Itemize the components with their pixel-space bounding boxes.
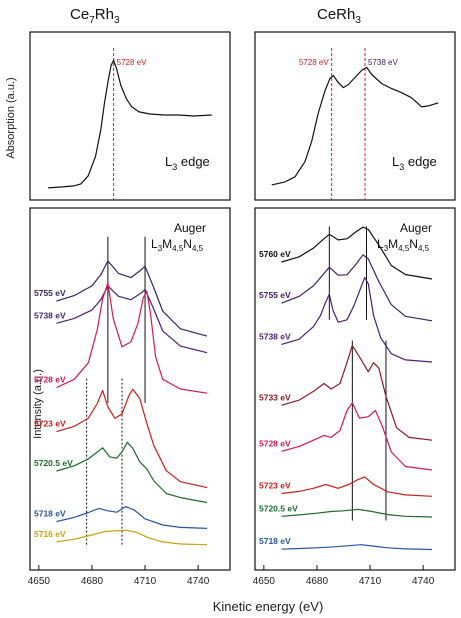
series-label-5755-ev: 5755 eV [259, 290, 291, 300]
annotation-auger-transition-ce7rh3: L3M4,5N4,5 [151, 237, 204, 253]
series-line-5760-ev [281, 226, 433, 280]
series-line-5755-ev [56, 260, 208, 337]
x-tick-label-4650: 4650 [253, 576, 276, 587]
x-tick-label-4680: 4680 [81, 576, 104, 587]
x-tick-label-4710: 4710 [359, 576, 382, 587]
xlabel-kinetic-energy: Kinetic energy (eV) [213, 599, 324, 614]
marker-label-5738-ev: 5738 eV [368, 58, 398, 67]
series-line-5738-ev [281, 277, 433, 363]
panel-frame-ce7rh3-auger [29, 207, 231, 571]
annotation-l3-edge-ce7rh3: L3 edge [165, 154, 210, 172]
x-tick-label-4680: 4680 [306, 576, 329, 587]
series-label-5733-ev: 5733 eV [259, 392, 291, 402]
annotation-auger-transition-cerh3: L3M4,5N4,5 [377, 237, 430, 253]
series-label-5720-5-ev: 5720.5 eV [259, 503, 298, 513]
series-label-5720-5-ev: 5720.5 eV [34, 458, 73, 468]
series-label-5723-ev: 5723 eV [259, 480, 291, 490]
series-label-5718-ev: 5718 eV [34, 509, 66, 519]
panel-frame-cerh3-xas [254, 31, 456, 201]
panel-ce7rh3-auger: 4650 4680 4710 4740 5755 eV 5738 eV 5728 eV 572… [28, 236, 210, 587]
series-label-5760-ev: 5760 eV [259, 249, 291, 259]
annotation-auger-title-ce7rh3: Auger [174, 221, 206, 235]
marker-label-5728-ev: 5728 eV [117, 58, 147, 67]
x-tick-label-4650: 4650 [28, 576, 51, 587]
series-label-5728-ev: 5728 eV [259, 438, 291, 448]
series-label-5716-ev: 5716 eV [34, 529, 66, 539]
annotation-l3-edge-cerh3: L3 edge [392, 154, 437, 172]
ylabel-intensity: Intensity (a.u.) [32, 369, 44, 439]
panel-ce7rh3-xas: 5728 eV [48, 48, 212, 200]
x-tick-label-4740: 4740 [187, 576, 210, 587]
series-line-5723-ev [281, 476, 433, 497]
x-tick-label-4710: 4710 [134, 576, 157, 587]
series-label-5723-ev: 5723 eV [34, 419, 66, 429]
series-label-5728-ev: 5728 eV [34, 375, 66, 385]
series-line-5755-ev [281, 254, 433, 322]
series-label-5738-ev: 5738 eV [34, 310, 66, 320]
marker-label-5728-ev: 5728 eV [299, 58, 329, 67]
series-line-5718-ev [56, 506, 208, 529]
series-label-5755-ev: 5755 eV [34, 288, 66, 298]
series-line-5728-ev [56, 282, 208, 394]
series-label-5738-ev: 5738 eV [259, 331, 291, 341]
series-label-5718-ev: 5718 eV [259, 536, 291, 546]
series-line-5728-ev [281, 402, 433, 471]
series-line-5738-ev [56, 285, 208, 354]
title-ce7rh3: Ce7Rh3 [70, 6, 120, 26]
series-line-panel-0 [48, 59, 212, 189]
series-line-5720-5-ev [281, 508, 433, 518]
panel-frame-cerh3-auger [254, 207, 456, 571]
series-line-5718-ev [281, 544, 433, 551]
annotation-auger-title-cerh3: Auger [400, 221, 432, 235]
panel-frame-ce7rh3-xas [29, 31, 231, 201]
panel-cerh3-auger: 4650 4680 4710 4740 5760 eV 5755 eV 5738 eV 573… [253, 226, 435, 587]
series-line-panel-1 [271, 66, 439, 186]
panel-cerh3-xas: 5728 eV 5738 eV [271, 48, 439, 200]
series-line-5723-ev [56, 388, 208, 489]
ylabel-absorption: Absorption (a.u.) [5, 77, 17, 158]
series-line-5733-ev [281, 344, 433, 441]
title-cerh3: CeRh3 [317, 6, 361, 26]
series-line-5720-5-ev [56, 441, 208, 504]
x-tick-label-4740: 4740 [412, 576, 435, 587]
series-line-5716-ev [56, 529, 208, 546]
